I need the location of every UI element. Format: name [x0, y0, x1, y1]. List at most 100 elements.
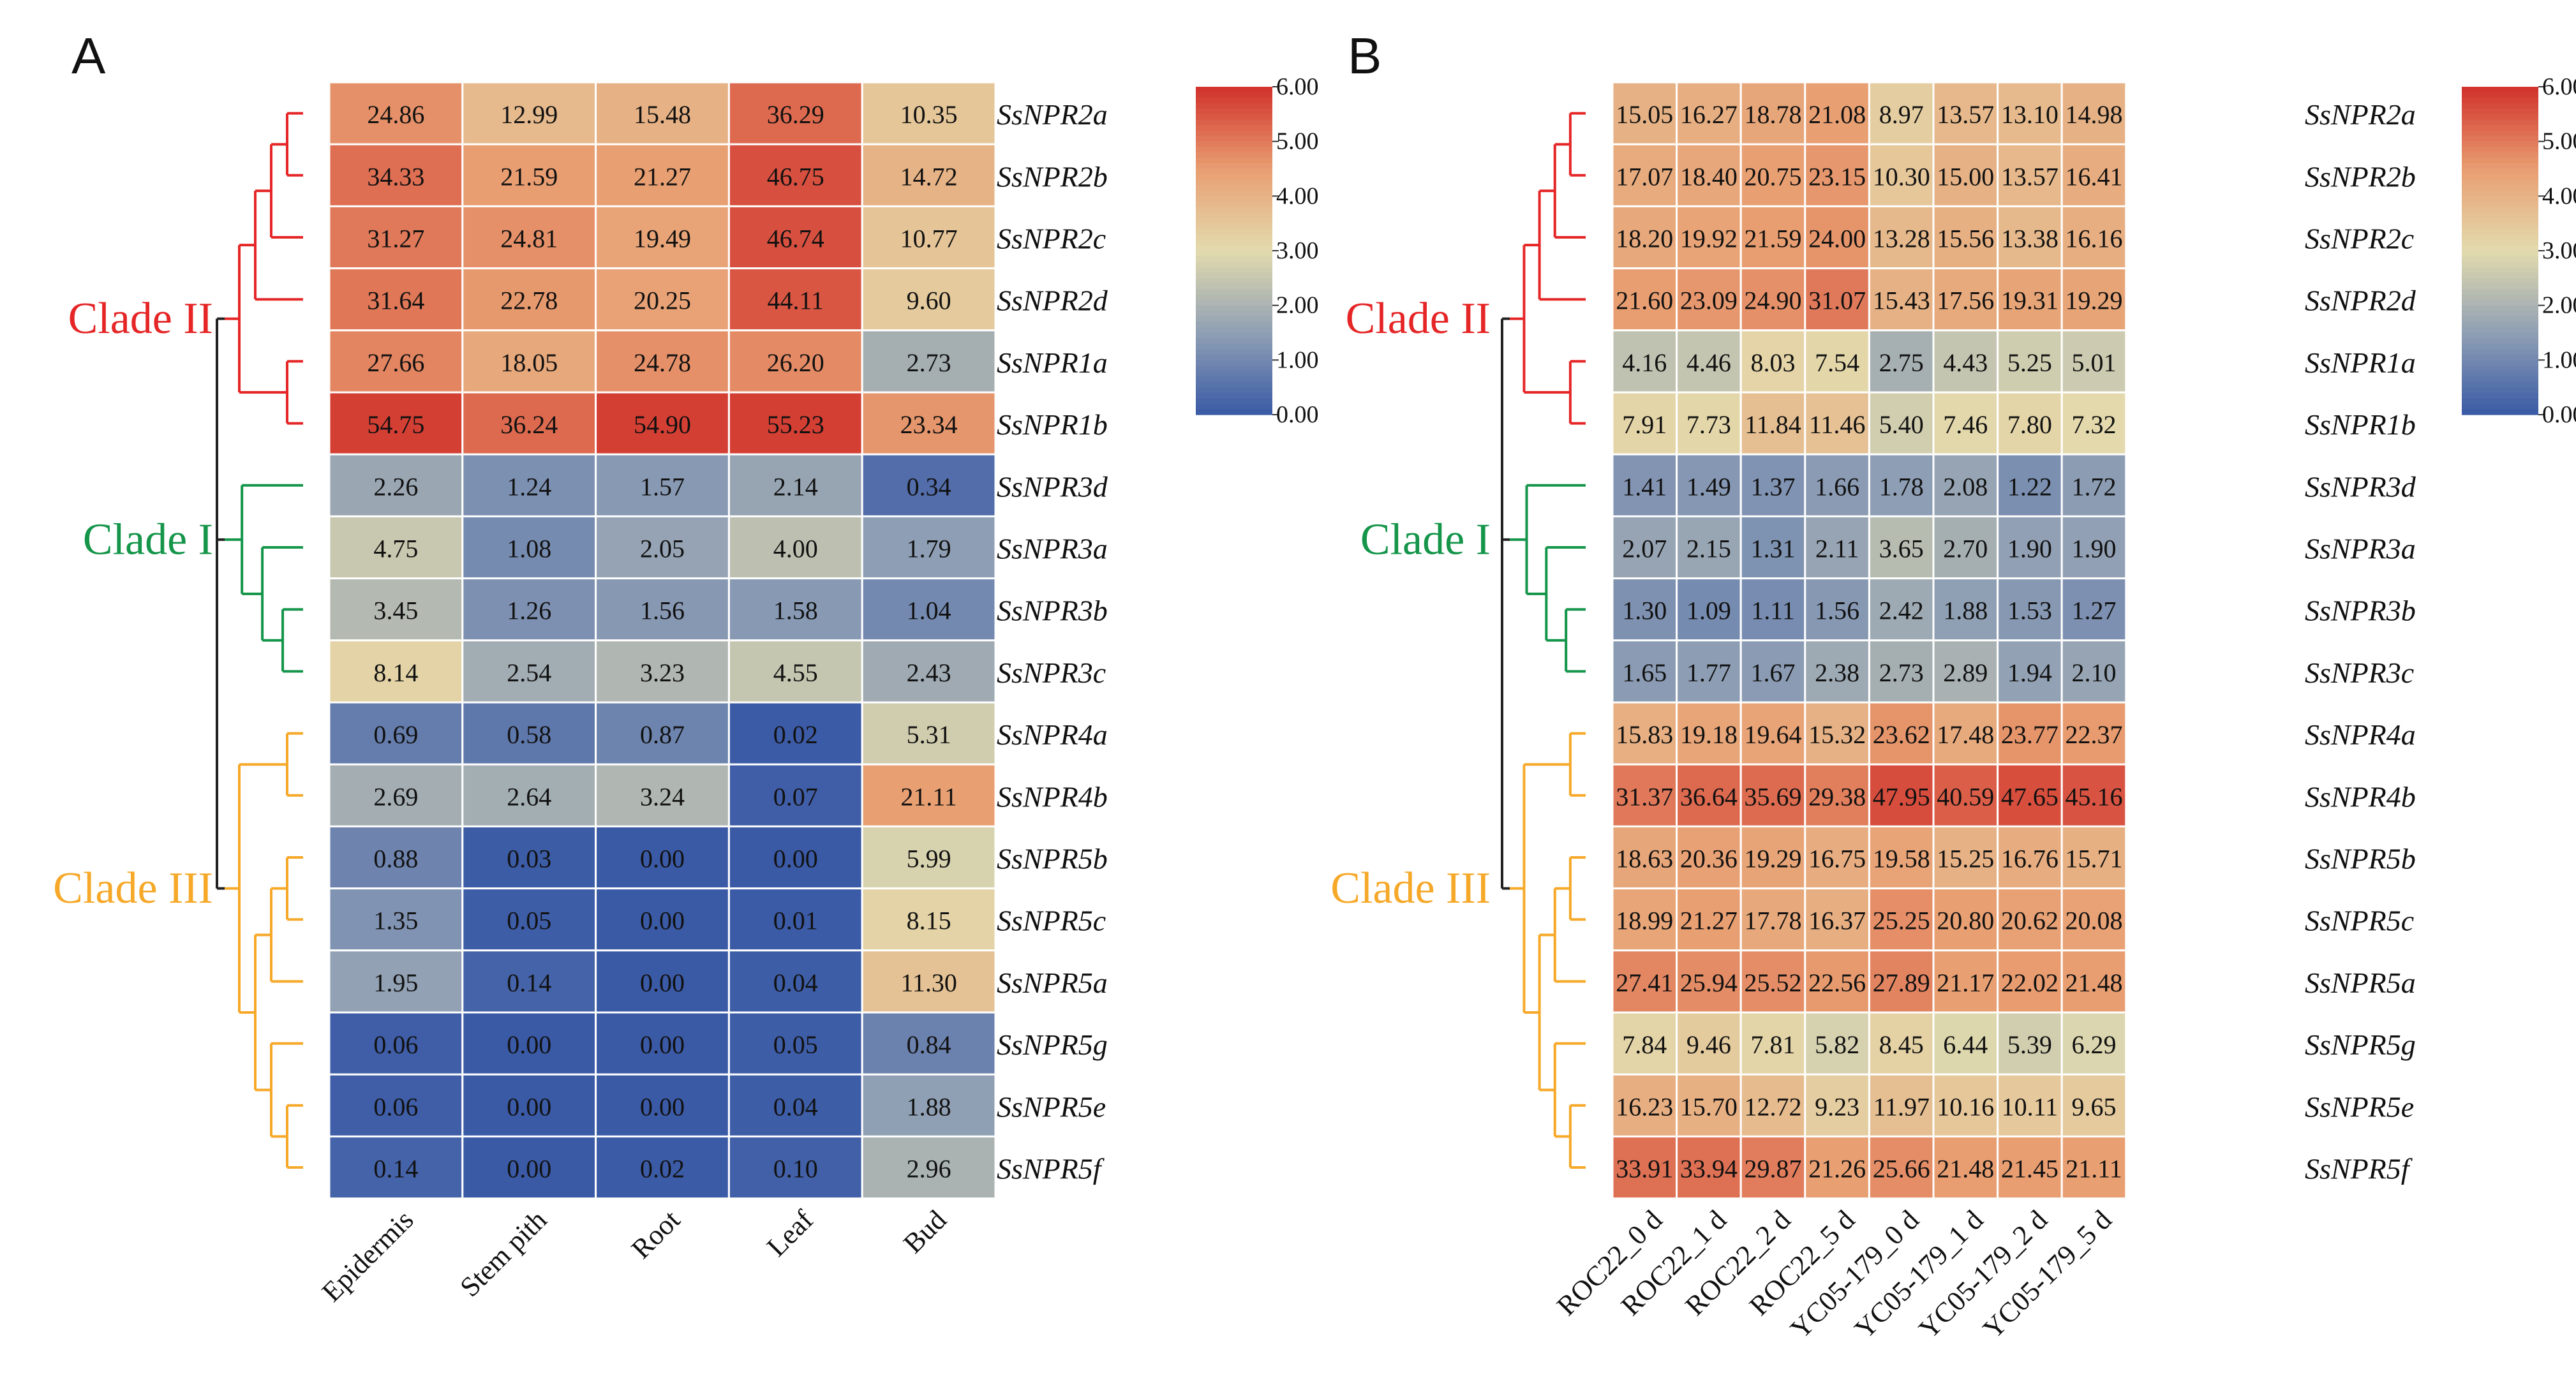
- heatmap-cell: [1932, 1011, 1999, 1076]
- cell-value: 1.77: [1686, 658, 1731, 687]
- heatmap-cell: [1932, 577, 1999, 642]
- heatmap-cell: [861, 1073, 997, 1137]
- heatmap-cell: [328, 1011, 464, 1076]
- cell-value: 9.60: [907, 286, 951, 315]
- legend-tick-label: 3.00: [1276, 237, 1319, 264]
- legend-gradient-slice: [2462, 98, 2538, 104]
- heatmap-cell: [727, 1011, 863, 1076]
- cell-value: 24.90: [1745, 286, 1802, 315]
- cell-value: 47.65: [2001, 782, 2059, 811]
- cell-value: 8.45: [1879, 1030, 1924, 1059]
- cell-value: 0.05: [507, 907, 551, 935]
- gene-label: SsNPR2d: [2305, 285, 2416, 317]
- legend-gradient-slice: [2462, 338, 2538, 344]
- panel-A: A 24.86 12.99 15.48 36.29 10.35 34.33 21.59 21.2…: [53, 27, 1318, 1308]
- cell-value: 14.72: [900, 162, 958, 191]
- gene-label: SsNPR1a: [997, 346, 1108, 379]
- heatmap-cell: [328, 329, 464, 394]
- cell-value: 19.29: [2066, 286, 2123, 315]
- legend-gradient-slice: [1196, 267, 1272, 273]
- heatmap-cell: [727, 763, 863, 827]
- cell-value: 2.15: [1686, 535, 1731, 563]
- cell-value: 3.23: [640, 658, 685, 687]
- cell-value: 1.56: [1815, 596, 1859, 625]
- heatmap-cell: [461, 1135, 597, 1200]
- cell-value: 10.30: [1873, 162, 1930, 191]
- heatmap-cell: [1739, 825, 1806, 890]
- gene-label: SsNPR2b: [997, 160, 1108, 193]
- heatmap-cell: [1739, 949, 1806, 1014]
- heatmap-cell: [595, 267, 730, 332]
- gene-label: SsNPR5e: [997, 1090, 1106, 1123]
- legend-gradient-slice: [1196, 322, 1272, 328]
- heatmap-cell: [1868, 453, 1935, 517]
- gene-label: SsNPR5a: [997, 967, 1108, 999]
- cell-value: 0.87: [640, 720, 685, 749]
- cell-value: 13.57: [1937, 100, 1994, 129]
- gene-label: SsNPR3c: [2305, 656, 2414, 689]
- legend-gradient-slice: [1196, 371, 1272, 377]
- cell-value: 15.25: [1937, 845, 1994, 873]
- cell-value: 5.25: [2007, 348, 2052, 377]
- legend-gradient-slice: [1196, 311, 1272, 317]
- heatmap-cell: [861, 391, 997, 456]
- legend-gradient-slice: [1196, 158, 1272, 164]
- cell-value: 1.58: [773, 596, 818, 625]
- heatmap-cell: [1676, 267, 1742, 332]
- clade-label: Clade III: [53, 864, 213, 913]
- cell-value: 5.82: [1815, 1030, 1859, 1059]
- legend-gradient-slice: [1196, 409, 1272, 415]
- cell-value: 29.38: [1808, 782, 1866, 811]
- legend-gradient-slice: [2462, 272, 2538, 279]
- heatmap-cell: [461, 391, 597, 456]
- gene-label: SsNPR5b: [2305, 843, 2416, 875]
- cell-value: 55.23: [767, 410, 824, 439]
- cell-value: 20.80: [1937, 907, 1994, 935]
- gene-label: SsNPR2a: [997, 98, 1108, 131]
- cell-value: 2.42: [1879, 596, 1924, 625]
- legend-gradient-slice: [2462, 141, 2538, 147]
- heatmap-cell: [461, 1073, 597, 1137]
- legend-gradient-slice: [1196, 168, 1272, 175]
- cell-value: 33.91: [1616, 1155, 1673, 1183]
- legend-gradient-slice: [1196, 354, 1272, 360]
- legend-gradient-slice: [1196, 283, 1272, 290]
- cell-value: 18.99: [1616, 907, 1673, 935]
- heatmap-cell: [861, 639, 997, 704]
- legend-gradient-slice: [1196, 376, 1272, 383]
- cell-value: 1.35: [373, 907, 418, 935]
- cell-value: 4.75: [373, 535, 418, 563]
- legend-gradient-slice: [2462, 398, 2538, 404]
- heatmap-cell: [2060, 329, 2127, 394]
- heatmap-cell: [328, 701, 464, 766]
- cell-value: 1.67: [1751, 658, 1796, 687]
- legend-gradient-slice: [1196, 174, 1272, 181]
- heatmap-cell: [1868, 701, 1935, 766]
- legend-gradient-slice: [1196, 196, 1272, 202]
- cell-value: 31.37: [1616, 782, 1673, 811]
- cell-value: 18.20: [1616, 225, 1673, 253]
- cell-value: 21.45: [2001, 1155, 2059, 1183]
- legend-tick-label: 1.00: [2542, 346, 2576, 373]
- cell-value: 31.27: [367, 225, 424, 253]
- legend-gradient-slice: [2462, 87, 2538, 93]
- heatmap-cell: [1676, 81, 1742, 145]
- gene-label: SsNPR5f: [2305, 1153, 2413, 1185]
- heatmap-cell: [595, 391, 730, 456]
- heatmap-cell: [595, 1011, 730, 1076]
- cell-value: 19.31: [2001, 286, 2059, 315]
- cell-value: 12.99: [500, 100, 558, 129]
- legend-gradient-slice: [2462, 251, 2538, 257]
- legend-gradient-slice: [2462, 316, 2538, 322]
- legend-gradient-slice: [1196, 245, 1272, 251]
- gene-label: SsNPR5f: [997, 1153, 1105, 1185]
- legend-gradient-slice: [2462, 163, 2538, 170]
- cell-value: 1.27: [2072, 596, 2117, 625]
- heatmap-cell: [1997, 577, 2063, 642]
- cell-value: 3.45: [373, 596, 418, 625]
- legend-gradient-slice: [1196, 147, 1272, 153]
- cell-value: 8.97: [1879, 100, 1924, 129]
- legend-tick-label: 2.00: [1276, 292, 1319, 319]
- cell-value: 0.00: [640, 907, 685, 935]
- legend-gradient-slice: [1196, 218, 1272, 224]
